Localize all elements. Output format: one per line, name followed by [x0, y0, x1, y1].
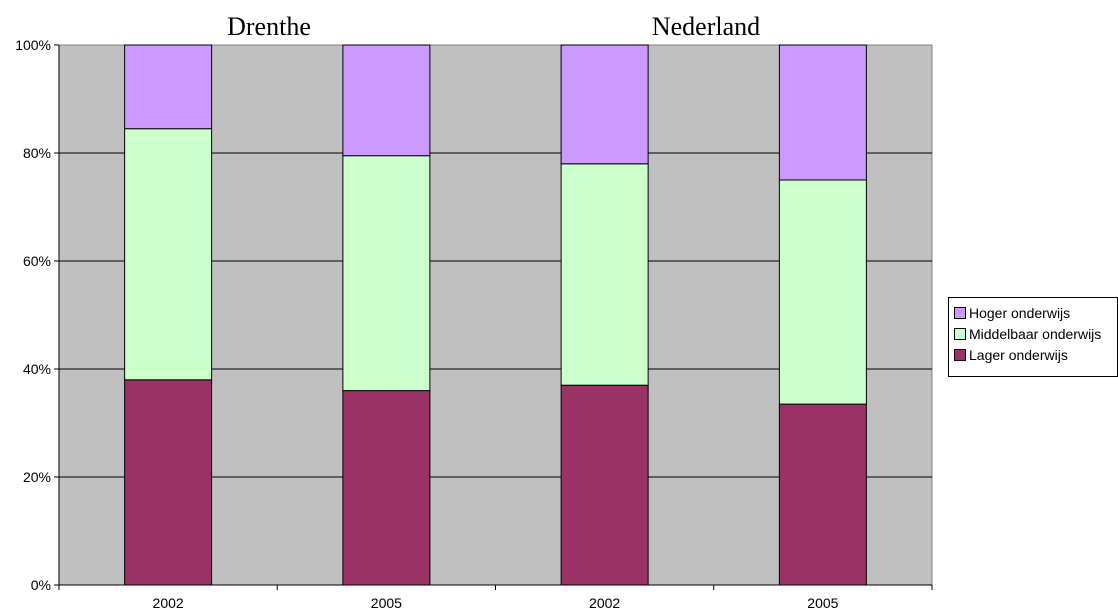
y-tick-label: 20%	[23, 469, 51, 485]
y-tick-label: 100%	[15, 37, 51, 53]
bar-segment	[124, 379, 213, 586]
bar-segment	[560, 44, 649, 165]
group-title-drenthe: Drenthe	[227, 12, 311, 41]
bar-segment	[560, 163, 649, 386]
bar-segment	[778, 179, 867, 405]
legend-swatch-hoger	[954, 306, 966, 319]
x-tick-label: 2002	[153, 595, 184, 611]
y-tick-label: 40%	[23, 361, 51, 377]
bar-segment	[124, 128, 213, 381]
x-tick-label: 2005	[807, 595, 838, 611]
bar-segment	[124, 44, 213, 130]
legend-item-middelbaar: Middelbaar onderwijs	[954, 323, 1117, 344]
y-axis-tick-labels: 0% 20% 40% 60% 80% 100%	[15, 37, 51, 593]
legend-item-lager: Lager onderwijs	[954, 344, 1117, 365]
x-tick-label: 2002	[589, 595, 620, 611]
axes	[54, 44, 933, 590]
y-tick-label: 80%	[23, 145, 51, 161]
legend: Hoger onderwijs Middelbaar onderwijs Lag…	[948, 297, 1118, 377]
bar-segment	[778, 403, 867, 586]
bar-segment	[342, 44, 431, 157]
legend-item-hoger: Hoger onderwijs	[954, 302, 1117, 323]
legend-label-hoger: Hoger onderwijs	[969, 304, 1071, 321]
bar-segment	[342, 155, 431, 392]
legend-label-middelbaar: Middelbaar onderwijs	[969, 325, 1102, 342]
bars	[124, 44, 867, 586]
bar-segment	[778, 44, 867, 181]
legend-swatch-middelbaar	[954, 327, 966, 340]
x-axis-tick-labels: 2002 2005 2002 2005	[153, 595, 839, 611]
legend-swatch-lager	[954, 348, 966, 361]
bar-segment	[342, 390, 431, 586]
bar-segment	[560, 384, 649, 586]
x-tick-label: 2005	[371, 595, 402, 611]
legend-label-lager: Lager onderwijs	[969, 346, 1068, 363]
group-title-nederland: Nederland	[651, 12, 761, 41]
y-tick-label: 0%	[31, 577, 51, 593]
y-tick-label: 60%	[23, 253, 51, 269]
